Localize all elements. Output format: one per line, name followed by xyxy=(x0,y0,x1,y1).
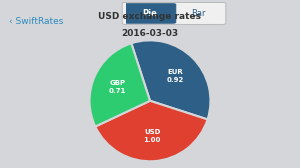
Wedge shape xyxy=(95,101,208,161)
Text: Pie: Pie xyxy=(142,9,158,18)
Text: USD
1.00: USD 1.00 xyxy=(143,129,161,143)
Text: USD exchange rates: USD exchange rates xyxy=(98,12,202,21)
FancyBboxPatch shape xyxy=(124,4,176,23)
Text: GBP
0.71: GBP 0.71 xyxy=(109,80,127,94)
Text: EUR
0.92: EUR 0.92 xyxy=(166,69,183,83)
FancyBboxPatch shape xyxy=(122,3,226,24)
Text: ‹ SwiftRates: ‹ SwiftRates xyxy=(9,17,63,26)
Text: 2016-03-03: 2016-03-03 xyxy=(122,29,178,38)
Text: Bar: Bar xyxy=(191,9,205,18)
Wedge shape xyxy=(89,43,150,127)
Wedge shape xyxy=(131,40,211,119)
